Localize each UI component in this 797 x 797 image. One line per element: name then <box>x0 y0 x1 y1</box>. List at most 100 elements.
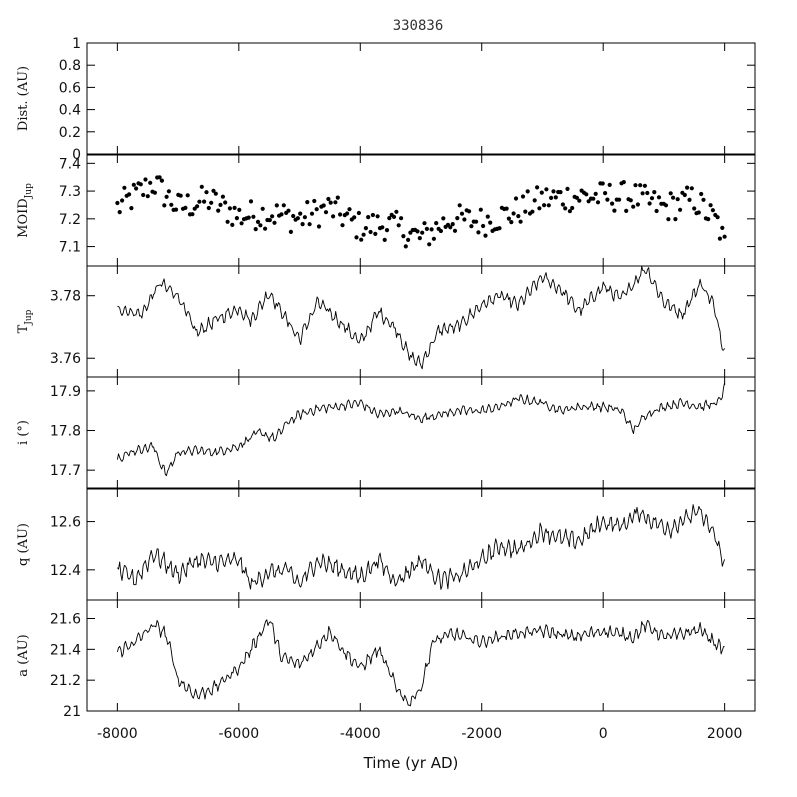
scatter-point <box>157 175 162 180</box>
scatter-point <box>530 209 535 214</box>
scatter-point <box>286 208 291 213</box>
x-tick-label: 0 <box>599 726 608 742</box>
scatter-point <box>624 208 629 213</box>
y-tick-label: 7.2 <box>59 212 81 228</box>
y-tick-label: 7.1 <box>59 240 81 256</box>
y-axis-label: a (AU) <box>16 634 31 676</box>
chart-title: 330836 <box>393 18 444 34</box>
scatter-point <box>671 195 676 200</box>
scatter-point <box>253 227 258 232</box>
scatter-point <box>438 228 443 234</box>
y-tick-label: 7.4 <box>59 156 81 172</box>
scatter-point <box>183 205 188 210</box>
scatter-point <box>542 203 547 208</box>
scatter-point <box>455 216 460 221</box>
scatter-point <box>558 190 563 195</box>
scatter-point <box>577 198 582 203</box>
scatter-point <box>178 193 183 198</box>
scatter-point <box>117 210 122 215</box>
scatter-point <box>523 209 528 214</box>
x-tick-label: 2000 <box>707 726 743 742</box>
scatter-point <box>316 224 322 229</box>
scatter-point <box>288 229 293 234</box>
scatter-point <box>401 234 406 239</box>
scatter-point <box>356 210 361 216</box>
scatter-point <box>696 210 701 215</box>
y-tick-label: 17.7 <box>50 463 81 479</box>
y-tick-label: 0.6 <box>59 80 81 96</box>
scatter-point <box>291 213 296 219</box>
scatter-point <box>600 181 605 186</box>
scatter-point <box>603 191 608 196</box>
scatter-point <box>295 216 300 221</box>
scatter-point <box>645 190 650 196</box>
scatter-point <box>298 211 303 216</box>
scatter-point <box>631 204 636 209</box>
panel-incl: 17.7 17.8 17.9 i (°) <box>16 376 756 489</box>
series-line <box>117 265 725 370</box>
scatter-point <box>422 221 427 226</box>
y-tick-label: 12.4 <box>50 563 81 579</box>
scatter-point <box>138 182 143 187</box>
scatter-point <box>699 191 704 197</box>
scatter-point <box>115 200 120 206</box>
scatter-point <box>642 183 648 188</box>
scatter-point <box>715 215 720 220</box>
scatter-point <box>204 190 209 195</box>
scatter-point <box>431 236 436 241</box>
scatter-point <box>220 194 225 199</box>
scatter-point <box>488 220 493 225</box>
scatter-point <box>272 220 277 225</box>
scatter-point <box>638 183 643 188</box>
panel-frame <box>86 488 756 601</box>
scatter-point <box>307 222 312 227</box>
panel-frame <box>86 265 756 378</box>
scatter-point <box>166 189 171 194</box>
scatter-point <box>717 236 723 241</box>
scatter-point <box>159 178 164 183</box>
panels: 0 0.2 0.4 0.6 0.8 1 Dist. (AU) 7.1 7.2 7.3 7.4 MOID… <box>16 36 756 720</box>
scatter-point <box>380 225 385 230</box>
scatter-point <box>652 190 657 195</box>
scatter-point <box>628 198 633 203</box>
scatter-point <box>190 212 195 217</box>
y-axis-label: i (°) <box>16 420 31 445</box>
scatter-point <box>682 192 687 198</box>
scatter-point <box>584 192 589 197</box>
scatter-point <box>211 188 216 193</box>
series-line <box>117 504 726 590</box>
scatter-point <box>546 203 551 208</box>
scatter-point <box>216 208 221 213</box>
panel-tjup: 3.76 3.78 TJup <box>16 265 756 378</box>
y-tick-label: 17.8 <box>50 424 81 440</box>
scatter-point <box>312 198 317 204</box>
series-line <box>116 382 726 477</box>
scatter-point <box>394 209 399 214</box>
scatter-point <box>685 185 690 190</box>
scatter-point <box>612 208 617 213</box>
scatter-point <box>403 244 408 249</box>
scatter-point <box>469 224 474 229</box>
panel-q: 12.4 12.6 q (AU) <box>16 488 756 601</box>
scatter-point <box>513 196 519 201</box>
scatter-point <box>352 215 357 220</box>
scatter-point <box>366 215 371 220</box>
scatter-point <box>678 207 683 212</box>
x-tick-label: -6000 <box>218 726 259 742</box>
scatter-point <box>656 195 662 200</box>
scatter-point <box>227 206 232 211</box>
scatter-point <box>462 217 467 222</box>
scatter-point <box>532 198 537 203</box>
scatter-point <box>134 186 139 191</box>
x-tick-label: -2000 <box>461 726 502 742</box>
scatter-point <box>457 203 462 208</box>
scatter-point <box>553 195 558 200</box>
scatter-point <box>384 228 390 233</box>
scatter-point <box>232 205 237 210</box>
scatter-point <box>263 226 268 231</box>
scatter-point <box>511 211 516 216</box>
scatter-point <box>563 206 568 211</box>
scatter-point <box>467 209 472 214</box>
scatter-point <box>476 230 481 235</box>
scatter-point <box>675 197 680 202</box>
